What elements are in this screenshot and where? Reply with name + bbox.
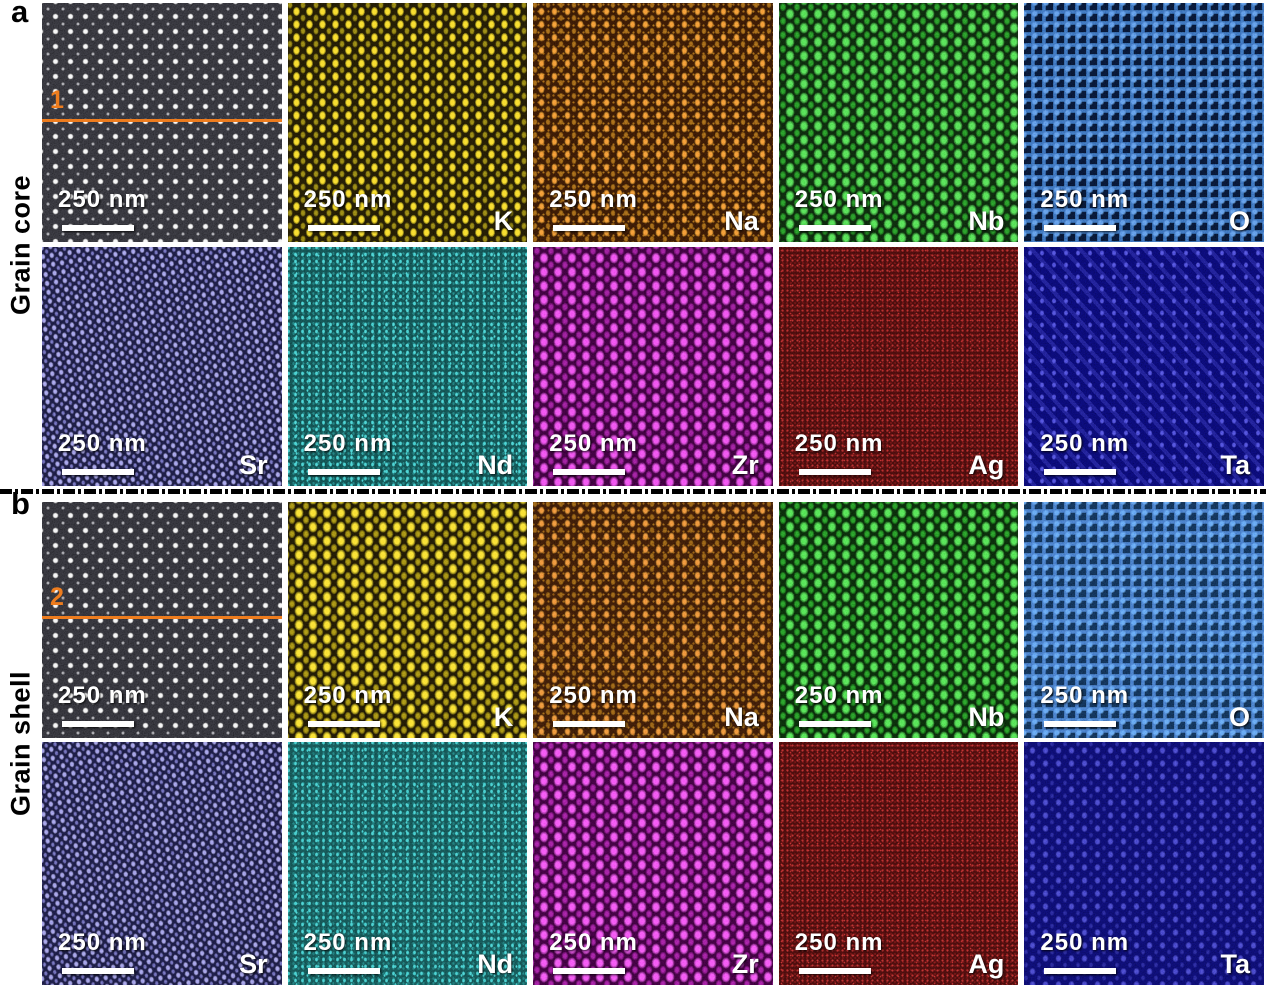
scale-bar-label: 250 nm [303,929,393,956]
map-tile-ta: 250 nm Ta [1024,247,1264,486]
element-label: Nd [477,949,514,979]
scale-bar-label: 250 nm [58,682,147,709]
element-label: Nb [968,206,1005,236]
element-label: Na [724,702,759,732]
scale-bar-label: 250 nm [303,186,393,213]
line-scan-marker [42,616,282,620]
panel-letter-b: b [11,486,30,521]
panel-divider-dash-dot-line [0,489,1266,494]
scale-bar [62,225,134,231]
scale-bar-label: 250 nm [303,682,393,709]
scale-bar [553,968,626,974]
map-tile-sr: 250 nm Sr [42,742,282,985]
line-scan-marker [42,118,282,122]
scale-bar [1044,225,1117,231]
scale-bar [553,721,626,727]
scale-bar [62,968,134,974]
line-scan-number: 2 [50,583,64,612]
scale-bar [798,225,871,231]
scale-bar-label: 250 nm [58,929,147,956]
scale-bar [307,968,380,974]
element-label: Nb [968,702,1005,732]
element-label: Zr [731,450,759,480]
scale-bar-label: 250 nm [58,186,147,213]
scale-bar-label: 250 nm [549,186,638,213]
map-tile-zr: 250 nm Zr [533,742,773,985]
scale-bar-label: 250 nm [1040,186,1130,213]
map-tile-ta: 250 nm Ta [1024,742,1264,985]
element-label: Nd [477,450,514,480]
element-label: Sr [239,450,268,480]
map-tile-ag: 250 nm Ag [778,247,1019,486]
scale-bar [307,225,380,231]
scale-bar [62,469,134,475]
scale-bar-label: 250 nm [794,430,884,457]
map-tile-na: 250 nm Na [533,3,773,242]
scale-bar [307,721,380,727]
scale-bar-label: 250 nm [549,682,638,709]
panel-letter-a: a [11,0,29,29]
scale-bar-label: 250 nm [1040,430,1130,457]
scale-bar-label: 250 nm [794,186,884,213]
element-label: O [1228,702,1250,732]
line-scan-number: 1 [50,85,64,114]
scale-bar [307,469,380,475]
panel-a-row-2: 250 nm Sr 250 nm Nd 250 nm Zr 250 nm Ag … [42,247,1264,486]
element-label: Na [724,206,759,236]
scale-bar-label: 250 nm [58,430,147,457]
side-label-grain-shell: Grain shell [5,670,36,817]
scale-bar [1044,721,1117,727]
scale-bar-label: 250 nm [549,929,638,956]
map-tile-k: 250 nm K [287,3,528,242]
element-label: Ag [968,450,1005,480]
element-label: K [493,702,514,732]
scale-bar-label: 250 nm [1040,929,1130,956]
map-tile-ag: 250 nm Ag [778,742,1019,985]
side-label-grain-core: Grain core [5,174,36,315]
map-tile-nb: 250 nm Nb [778,502,1019,738]
map-tile-o: 250 nm O [1024,502,1264,738]
panel-b-row-2: 250 nm Sr 250 nm Nd 250 nm Zr 250 nm Ag … [42,742,1264,985]
map-tile-sr: 250 nm Sr [42,247,282,486]
scale-bar-label: 250 nm [549,430,638,457]
element-label: Sr [239,949,268,979]
element-label: Ta [1220,450,1250,480]
map-tile-zr: 250 nm Zr [533,247,773,486]
element-label: Zr [731,949,759,979]
map-tile-nd: 250 nm Nd [287,742,528,985]
scale-bar [1044,469,1117,475]
scale-bar [553,225,626,231]
scale-bar-label: 250 nm [794,682,884,709]
scale-bar-label: 250 nm [303,430,393,457]
scale-bar [62,721,134,727]
scale-bar-label: 250 nm [794,929,884,956]
scale-bar [798,469,871,475]
map-tile-haadf: 250 nm 2 [42,502,282,738]
element-label: Ag [968,949,1005,979]
map-tile-k: 250 nm K [287,502,528,738]
panel-a-row-1: 250 nm 1 250 nm K 250 nm Na 250 nm Nb 25… [42,3,1264,242]
map-tile-o: 250 nm O [1024,3,1264,242]
map-tile-nb: 250 nm Nb [778,3,1019,242]
element-label: K [493,206,514,236]
scale-bar-label: 250 nm [1040,682,1130,709]
map-tile-nd: 250 nm Nd [287,247,528,486]
map-tile-na: 250 nm Na [533,502,773,738]
element-label: O [1228,206,1250,236]
scale-bar [798,968,871,974]
panel-b-row-1: 250 nm 2 250 nm K 250 nm Na 250 nm Nb 25… [42,502,1264,738]
map-tile-haadf: 250 nm 1 [42,3,282,242]
element-label: Ta [1220,949,1250,979]
scale-bar [553,469,626,475]
scale-bar [1044,968,1117,974]
scale-bar [798,721,871,727]
